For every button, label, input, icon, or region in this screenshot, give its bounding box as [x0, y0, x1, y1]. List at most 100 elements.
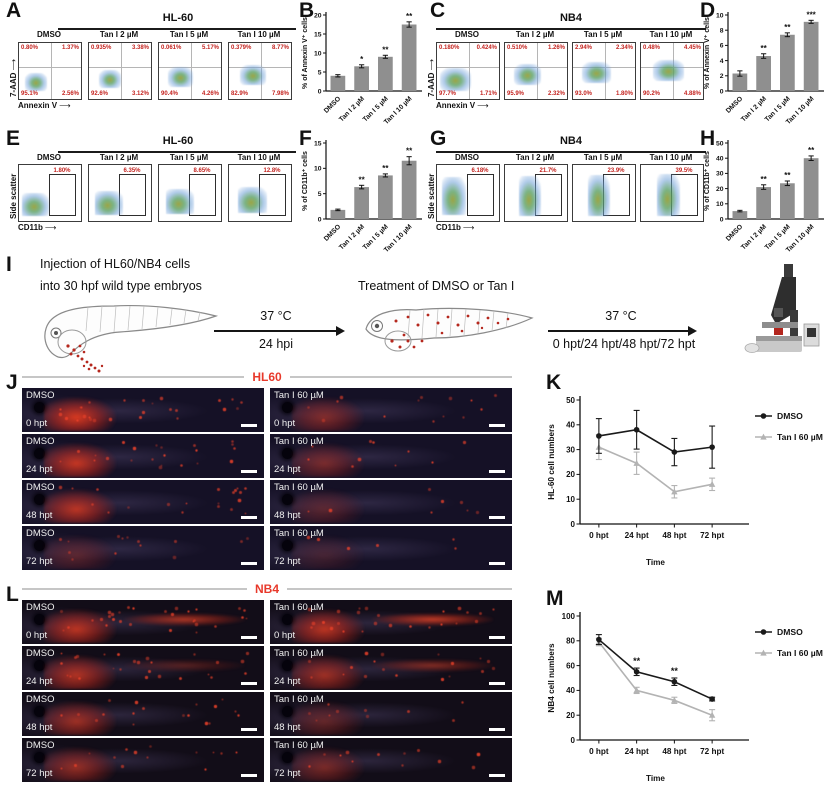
fluorescence-glow — [291, 396, 365, 432]
flow-condition-title: DMSO — [455, 30, 479, 39]
quadrant-percentage-lr: 4.88% — [683, 91, 701, 97]
treatment-label: DMSO — [26, 648, 55, 659]
timepoint-label: 24 hpt — [274, 463, 301, 475]
panel-m-line-chart: 0 20 40 60 80 100 0 hpt 24 hpt 48 hpt 72 hpt Time N… — [546, 602, 825, 791]
scale-bar — [489, 424, 505, 427]
treatment-label: DMSO — [26, 528, 55, 539]
fluorescence-image: DMSO 48 hpt — [22, 480, 264, 524]
svg-text:40: 40 — [566, 421, 575, 430]
svg-text:**: ** — [671, 666, 679, 676]
gate-percentage: 6.18% — [471, 168, 489, 174]
flow-cytometry-plot: 12.8% — [228, 164, 292, 222]
quadrant-percentage-ur: 3.38% — [131, 45, 149, 51]
panel-l-title-row: NB4 — [22, 583, 513, 595]
svg-text:**: ** — [359, 175, 366, 184]
panel-c-header-rule — [436, 28, 706, 30]
step1-time: 24 hpi — [258, 337, 294, 351]
flow-condition-title: Tan I 2 µM — [515, 153, 555, 162]
svg-text:DMSO: DMSO — [323, 95, 342, 114]
fluorescence-image: Tan I 60 µM 72 hpt — [270, 526, 512, 570]
svg-text:*: * — [360, 55, 364, 64]
fluorescence-image: DMSO 24 hpt — [22, 646, 264, 690]
fluorescent-cell-dots — [22, 526, 23, 527]
panel-e-cellline-title: HL-60 — [162, 135, 194, 147]
panel-i-label: I — [6, 253, 12, 276]
panel-k-label: K — [546, 371, 562, 394]
scale-bar — [241, 636, 257, 639]
quadrant-percentage-lr: 2.32% — [547, 91, 565, 97]
svg-text:48 hpt: 48 hpt — [662, 747, 686, 756]
axis-arrow-right-icon: ⟶ — [462, 223, 475, 232]
treated-cells-dots — [390, 313, 510, 349]
cell-population-blob — [519, 176, 541, 216]
scale-bar — [241, 470, 257, 473]
flow-cytometry-plot: 21.7% — [504, 164, 568, 222]
quadrant-percentage-ul: 0.80% — [21, 45, 39, 51]
scale-bar — [489, 682, 505, 685]
svg-text:**: ** — [784, 171, 791, 180]
axis-arrow-up-icon: ⟶ — [427, 59, 436, 71]
svg-text:Time: Time — [646, 774, 665, 783]
gate-rectangle — [119, 174, 146, 216]
timepoint-label: 24 hpt — [26, 675, 53, 687]
cell-population-blob — [166, 189, 194, 214]
svg-text:DMSO: DMSO — [777, 411, 803, 421]
gate-rectangle — [467, 174, 494, 216]
svg-text:% of Annexin V⁺ cells: % of Annexin V⁺ cells — [704, 17, 711, 89]
svg-text:% of CD11b⁺ cells: % of CD11b⁺ cells — [704, 151, 711, 211]
fluorescence-image: DMSO 72 hpt — [22, 526, 264, 570]
svg-text:24 hpt: 24 hpt — [625, 531, 649, 540]
treatment-label: Tan I 60 µM — [274, 694, 324, 705]
quadrant-percentage-lr: 7.98% — [271, 91, 289, 97]
quadrant-percentage-ur: 8.77% — [271, 45, 289, 51]
axis-arrow-up-icon: ⟶ — [9, 59, 18, 71]
panel-a-x-axis-label: Annexin V ⟶ — [18, 101, 71, 110]
gate-percentage: 6.35% — [123, 168, 141, 174]
fish-silhouette — [22, 526, 264, 570]
scale-bar — [241, 424, 257, 427]
flow-condition-title: Tan I 10 µM — [237, 153, 281, 162]
timepoint-label: 24 hpt — [274, 675, 301, 687]
panel-h-bar-chart: 0 10 20 30 40 50 DMSO ** Tan I 2 µM ** Tan I 5 µM *… — [702, 133, 825, 259]
scale-bar — [241, 728, 257, 731]
fish-silhouette — [270, 388, 512, 432]
panel-g-x-axis-label: CD11b ⟶ — [436, 223, 475, 232]
quadrant-percentage-lr: 4.26% — [201, 91, 219, 97]
fish-eye — [282, 402, 294, 414]
cell-population-blob — [240, 65, 266, 85]
flow-cytometry-plot: 0.510% 1.26% 95.9% 2.32% — [504, 42, 568, 100]
panel-m-label: M — [546, 587, 564, 610]
cell-population-blob — [25, 73, 47, 91]
panel-e-x-axis-label: CD11b ⟶ — [18, 223, 57, 232]
svg-text:DMSO: DMSO — [725, 223, 744, 242]
quadrant-percentage-ll: 95.9% — [507, 91, 525, 97]
scale-bar — [489, 516, 505, 519]
fluorescence-image: DMSO 24 hpt — [22, 434, 264, 478]
panel-c-y-axis-label: 7-AAD⟶ — [427, 59, 436, 97]
svg-text:100: 100 — [562, 612, 576, 621]
gate-percentage: 1.80% — [53, 168, 71, 174]
fluorescence-image: Tan I 60 µM 48 hpt — [270, 692, 512, 736]
svg-text:30: 30 — [716, 171, 724, 178]
fish-eye — [34, 540, 46, 552]
fluorescence-glow — [291, 746, 365, 782]
gate-percentage: 21.7% — [539, 168, 557, 174]
svg-text:80: 80 — [566, 637, 575, 646]
panel-e-y-axis-label: Side scatter — [9, 173, 18, 219]
panel-b-label: B — [299, 0, 315, 22]
panel-f-label: F — [299, 127, 312, 150]
fish-silhouette — [270, 738, 512, 782]
svg-text:**: ** — [406, 12, 413, 21]
cell-population-blob — [95, 191, 123, 215]
fluorescence-image: Tan I 60 µM 24 hpt — [270, 434, 512, 478]
timepoint-label: 72 hpt — [274, 555, 301, 567]
treatment-text: Treatment of DMSO or Tan I — [358, 279, 515, 293]
fish-eye — [34, 660, 46, 672]
svg-text:% of CD11b⁺ cells: % of CD11b⁺ cells — [302, 151, 309, 211]
gate-percentage: 8.65% — [193, 168, 211, 174]
fluorescent-cell-dots — [270, 388, 271, 389]
svg-text:0: 0 — [571, 520, 576, 529]
svg-text:0: 0 — [720, 216, 724, 223]
panel-e-label: E — [6, 127, 21, 150]
fluorescence-glow — [291, 534, 365, 570]
